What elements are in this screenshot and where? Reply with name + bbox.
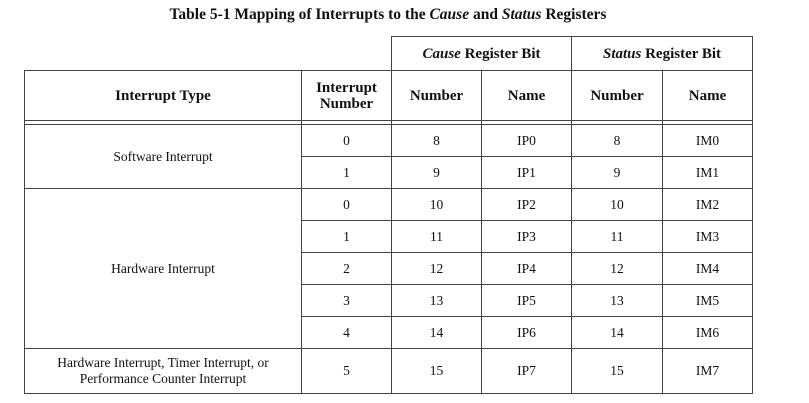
interrupt-number-cell: 5 [301,348,392,394]
status-register-bit-header: Status Register Bit [571,36,754,71]
cause-number-cell: 12 [391,252,482,285]
interrupt-type-cell: Hardware Interrupt, Timer Interrupt, or P… [24,348,302,394]
header-blank-cell [301,36,392,71]
status-number-cell: 9 [571,156,664,189]
cause-name-cell: IP2 [480,188,573,221]
interrupt-number-cell: 4 [301,316,392,349]
interrupt-type-cell: Software Interrupt [24,124,302,189]
table-row: Software Interrupt 0 8 IP0 8 IM0 [24,124,754,189]
status-number-cell: 14 [571,316,664,349]
interrupt-number-header: Interrupt Number [301,70,392,121]
cause-name-cell: IP7 [480,348,573,394]
status-name-cell: IM5 [662,284,754,317]
cause-name-cell: IP6 [480,316,573,349]
status-number-cell: 10 [571,188,664,221]
cause-name-cell: IP3 [480,220,573,253]
interrupt-number-cell: 2 [301,252,392,285]
interrupt-type-cell: Hardware Interrupt [24,188,302,349]
cause-number-cell: 13 [391,284,482,317]
caption-and-word: and [472,6,498,23]
interrupt-number-cell: 1 [301,156,392,189]
table-row: 1 9 IP1 9 IM1 [25,156,754,189]
cause-name-cell: IP1 [480,156,573,189]
cause-number-cell: 15 [391,348,482,394]
status-number-cell: 12 [571,252,664,285]
status-number-header: Number [571,70,664,121]
status-name-cell: IM1 [662,156,754,189]
status-name-cell: IM0 [662,124,754,157]
cause-number-cell: 14 [391,316,482,349]
cause-number-header: Number [391,70,482,121]
table-row: 1 11 IP3 11 IM3 [25,220,754,253]
caption-prefix: Table 5-1 Mapping of Interrupts to the [169,6,426,23]
status-name-cell: IM4 [662,252,754,285]
interrupt-type-header: Interrupt Type [24,70,302,121]
interrupt-number-cell: 1 [301,220,392,253]
caption-suffix: Registers [545,6,607,23]
cause-name-header: Name [480,70,573,121]
interrupt-number-cell: 0 [301,188,392,221]
status-number-cell: 15 [571,348,664,394]
cause-register-bit-header: Cause Register Bit [390,36,573,71]
caption-cause-word: Cause [429,6,470,23]
cause-name-cell: IP0 [480,124,573,157]
cause-number-cell: 8 [391,124,482,157]
cause-number-cell: 11 [391,220,482,253]
table-row: 3 13 IP5 13 IM5 [25,284,754,317]
status-number-cell: 8 [571,124,664,157]
status-name-cell: IM7 [662,348,754,394]
status-name-cell: IM3 [662,220,754,253]
interrupt-number-cell: 3 [301,284,392,317]
interrupt-number-cell: 0 [301,124,392,157]
status-name-header: Name [662,70,754,121]
table-row: Hardware Interrupt, Timer Interrupt, or P… [24,348,754,394]
status-number-cell: 13 [571,284,664,317]
cause-number-cell: 9 [391,156,482,189]
header-blank-cell [24,36,302,71]
caption-status-word: Status [501,6,542,23]
table-row: Hardware Interrupt 0 10 IP2 10 IM2 [24,188,754,349]
cause-name-cell: IP5 [480,284,573,317]
table-caption: Table 5-1 Mapping of Interrupts to the C… [0,6,776,24]
table-row: 4 14 IP6 14 IM6 [25,316,754,349]
status-name-cell: IM2 [662,188,754,221]
status-name-cell: IM6 [662,316,754,349]
status-number-cell: 11 [571,220,664,253]
cause-name-cell: IP4 [480,252,573,285]
cause-number-cell: 10 [391,188,482,221]
interrupt-mapping-table: Cause Register Bit Status Register Bit I… [24,36,754,394]
